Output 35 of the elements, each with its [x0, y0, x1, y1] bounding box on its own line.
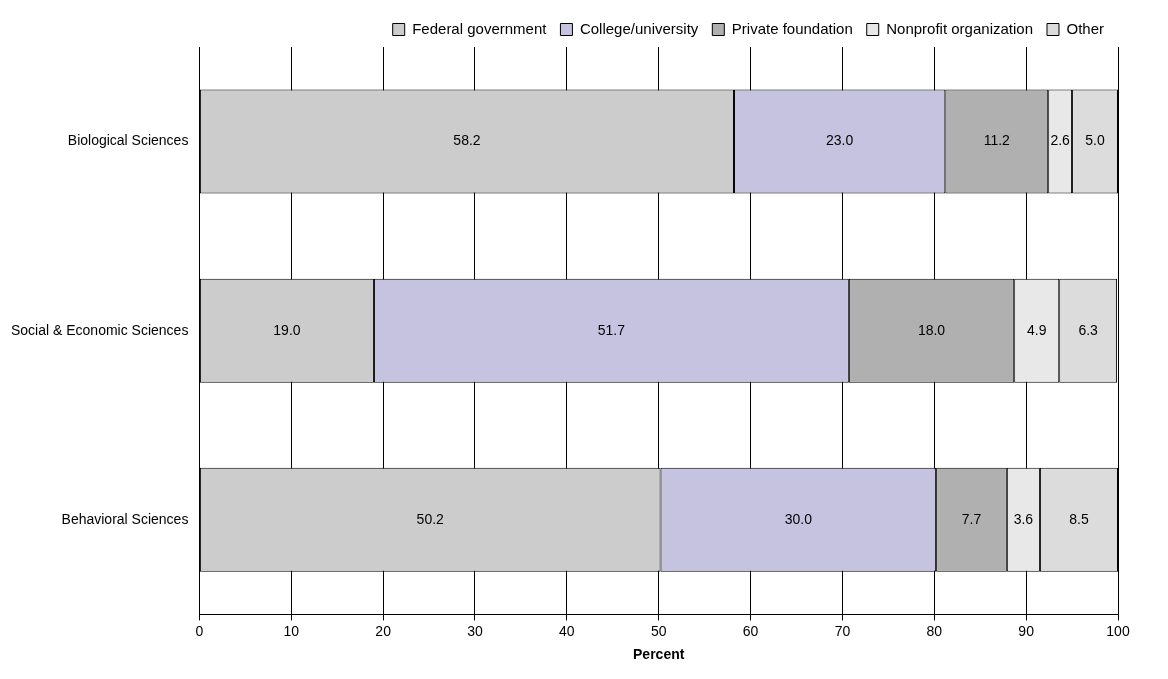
data-label: 18.0 [917, 321, 946, 338]
data-label: 30.0 [784, 510, 813, 527]
x-tick-label: 0 [195, 622, 204, 639]
legend-label: Nonprofit organization [886, 19, 1033, 37]
data-label: 51.7 [597, 321, 626, 338]
data-label: 50.2 [416, 510, 445, 527]
legend-label: Private foundation [731, 19, 853, 37]
y-tick-label: Behavioral Sciences [61, 510, 189, 527]
x-axis-title: Percent [633, 646, 685, 663]
data-label: 7.7 [961, 510, 982, 527]
data-label: 6.3 [1078, 321, 1099, 338]
legend-label: Federal government [412, 19, 548, 37]
data-label: 58.2 [453, 132, 481, 149]
x-tick-label: 40 [559, 622, 575, 639]
data-label: 3.6 [1013, 510, 1034, 527]
x-tick-label: 20 [375, 622, 392, 639]
data-label: 4.9 [1026, 321, 1047, 338]
x-tick-label: 80 [926, 622, 943, 639]
x-tick-label: 60 [742, 622, 759, 639]
data-label: 11.2 [983, 132, 1011, 149]
data-label: 23.0 [826, 132, 854, 149]
data-label: 2.6 [1050, 132, 1071, 149]
x-tick-label: 30 [467, 622, 483, 639]
data-label: 8.5 [1069, 510, 1089, 527]
legend-label: College/university [579, 19, 699, 37]
x-tick-label: 90 [1018, 622, 1035, 639]
x-tick-label: 50 [650, 622, 667, 639]
x-tick-label: 100 [1106, 622, 1130, 639]
x-tick-label: 70 [834, 622, 851, 639]
data-label: 5.0 [1085, 132, 1105, 149]
y-tick-label: Social & Economic Sciences [10, 321, 189, 338]
legend-label: Other [1066, 19, 1104, 37]
y-tick-label: Biological Sciences [67, 132, 189, 149]
data-label: 19.0 [273, 321, 301, 338]
x-tick-label: 10 [283, 622, 300, 639]
